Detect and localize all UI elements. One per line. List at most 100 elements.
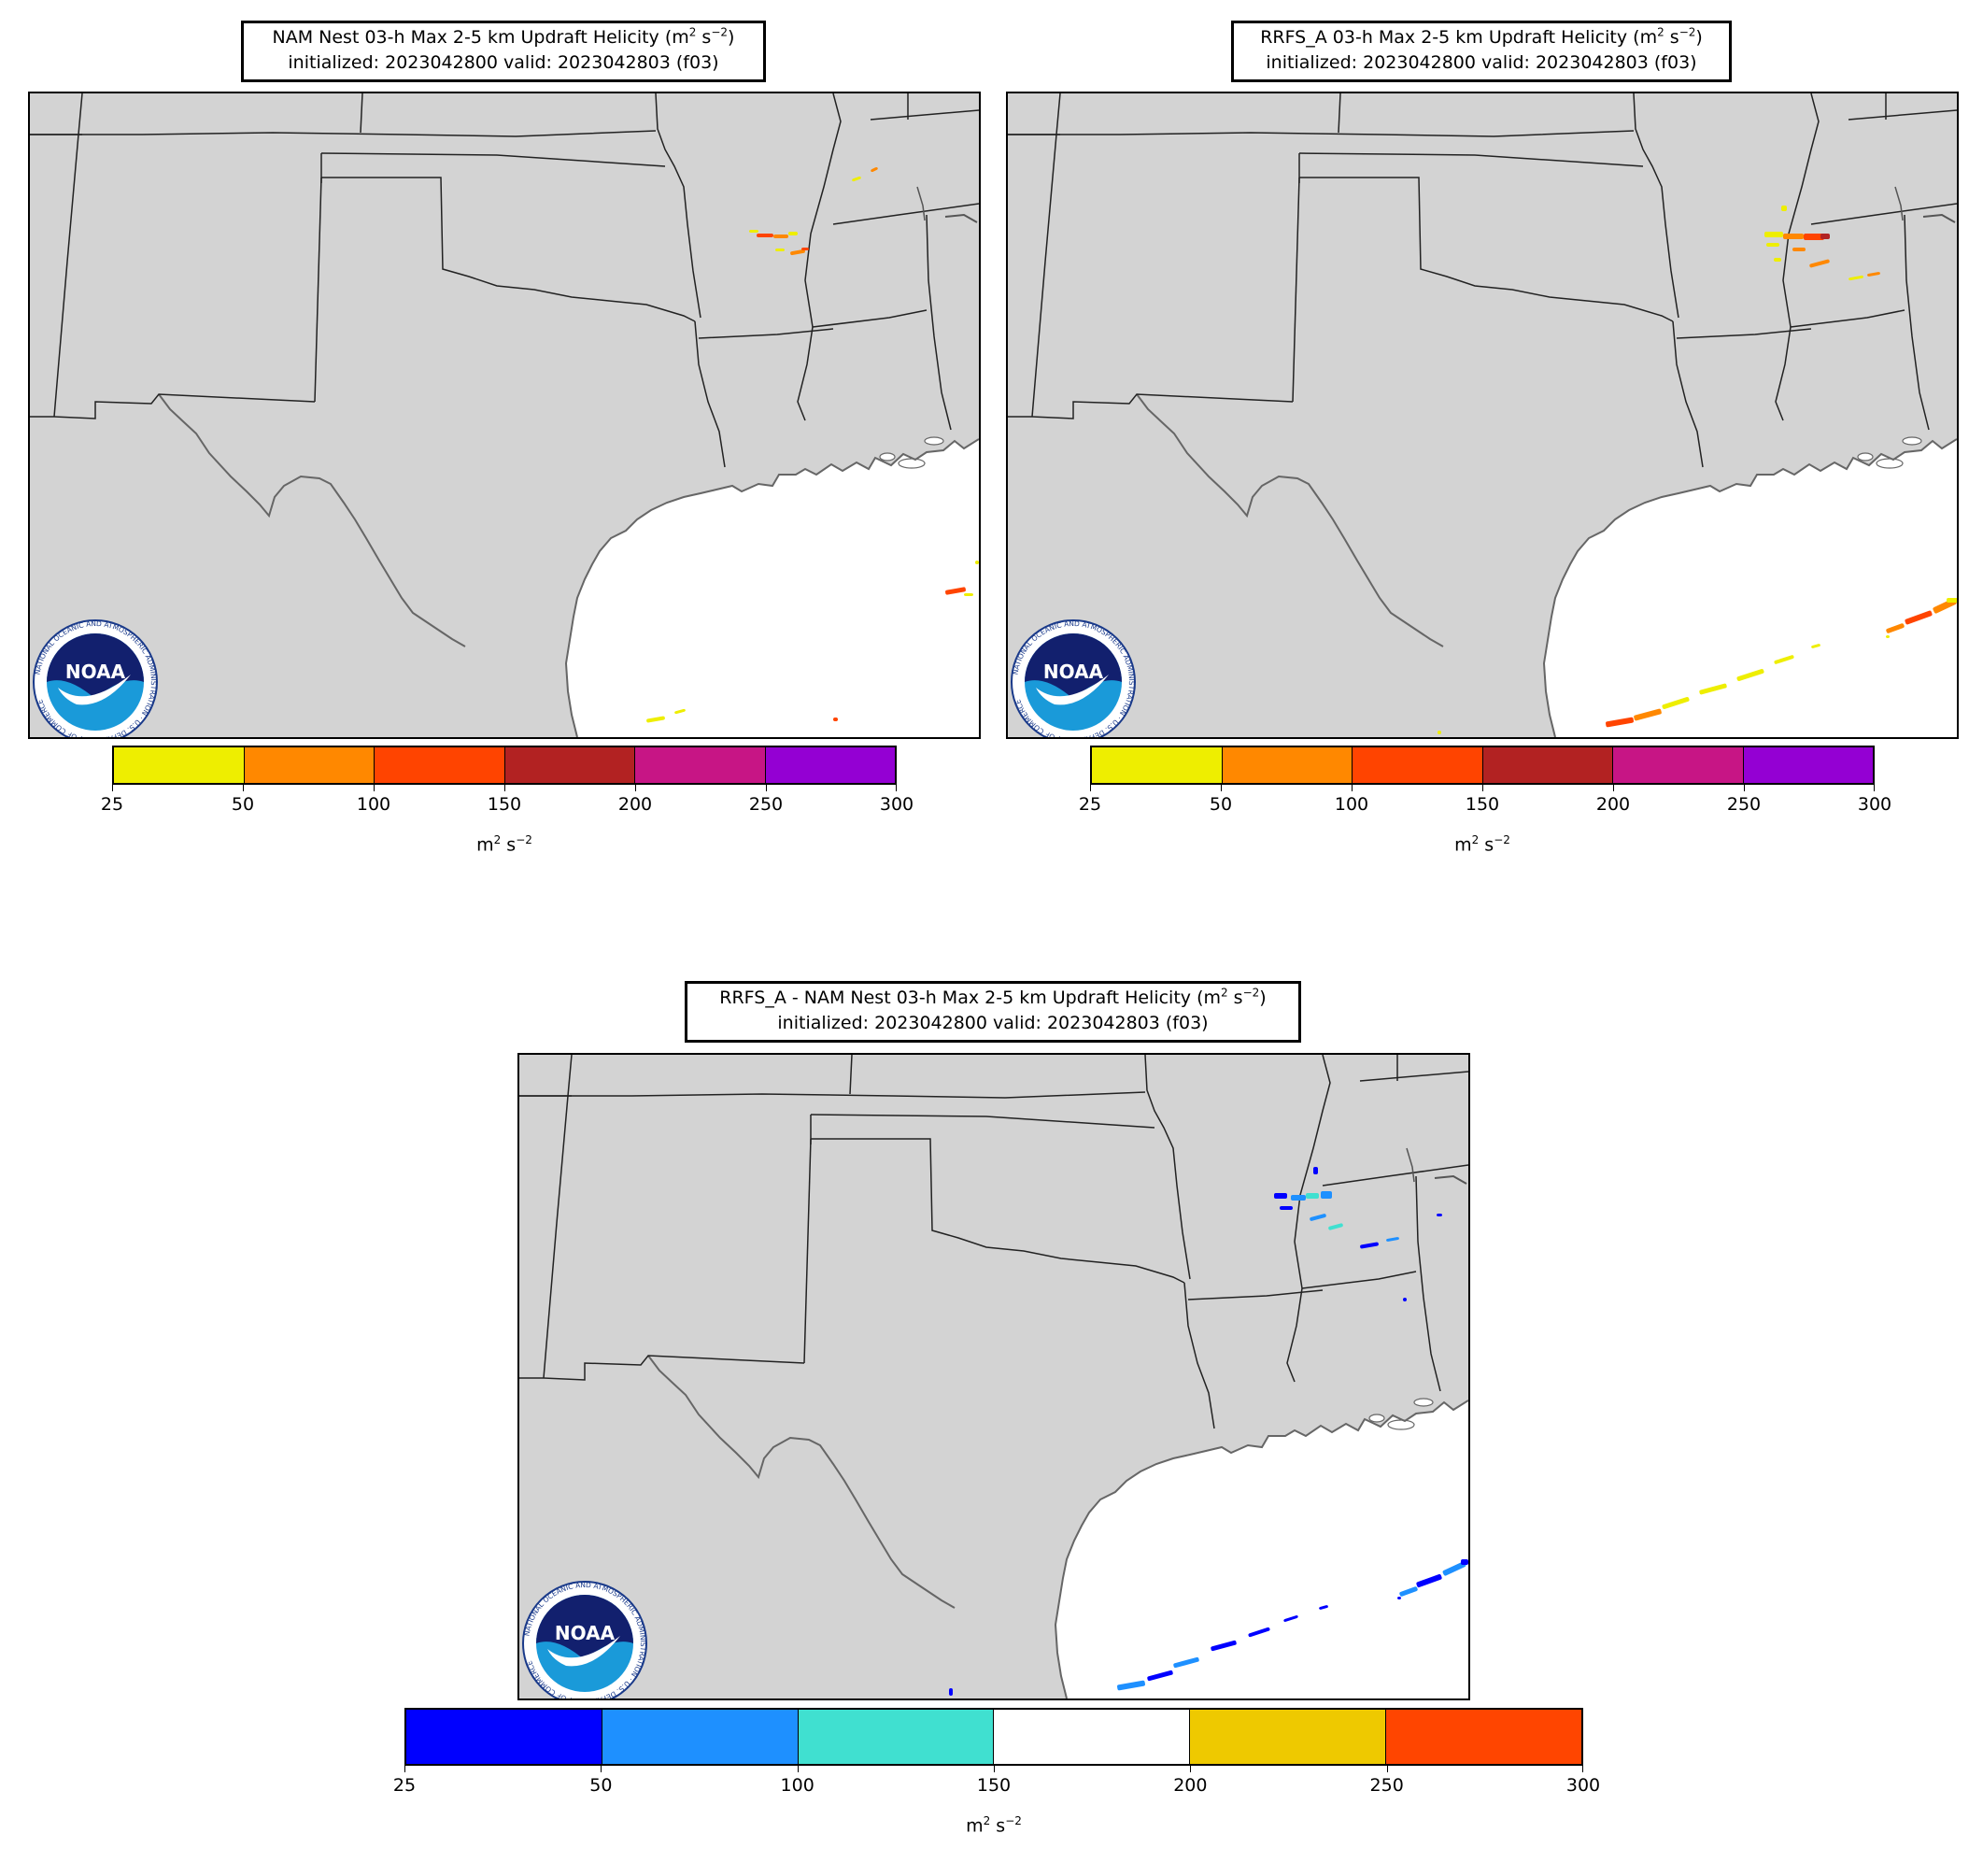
- helicity-swath: [1461, 1559, 1468, 1565]
- colorbar-segment: [1613, 747, 1744, 783]
- helicity-swath: [749, 230, 758, 233]
- colorbar-tickmark: [1874, 785, 1875, 791]
- colorbar-tick-label: 300: [879, 794, 914, 815]
- coastline: [564, 438, 979, 737]
- state-border: [543, 1055, 573, 1379]
- helicity-swath: [1766, 243, 1779, 247]
- colorbar-units-label: m2 s−2: [1454, 833, 1510, 856]
- colorbar-segment: [504, 747, 635, 783]
- state-border: [926, 214, 952, 431]
- helicity-swath: [1804, 234, 1824, 240]
- colorbar-segment: [1482, 747, 1613, 783]
- colorbar-units-label: m2 s−2: [476, 833, 532, 856]
- panel2-title-line1: RRFS_A 03-h Max 2-5 km Updraft Helicity …: [1260, 27, 1658, 48]
- lake: [1922, 213, 1956, 223]
- colorbar-segment: [1743, 747, 1873, 783]
- lake: [879, 452, 896, 462]
- panel1-title-line2: initialized: 2023042800 valid: 202304280…: [288, 52, 719, 73]
- state-border: [1672, 320, 1704, 468]
- lake: [1368, 1414, 1385, 1423]
- helicity-swath: [945, 587, 966, 595]
- helicity-swath: [1634, 708, 1662, 721]
- colorbar-units-label: m2 s−2: [966, 1814, 1022, 1837]
- state-border: [320, 152, 666, 167]
- colorbar-tickmark: [1386, 1766, 1388, 1772]
- panel3-title: RRFS_A - NAM Nest 03-h Max 2-5 km Updraf…: [685, 981, 1301, 1043]
- state-border: [1359, 1071, 1468, 1082]
- helicity-swath: [1820, 234, 1830, 239]
- state-border: [1144, 1055, 1191, 1280]
- helicity-swath: [964, 593, 973, 596]
- colorbar-tickmark: [1482, 785, 1483, 791]
- state-border: [519, 1091, 1146, 1099]
- helicity-swath: [1764, 232, 1783, 237]
- land: [519, 1055, 1468, 1698]
- noaa-logo-text: NOAA: [65, 661, 126, 683]
- noaa-logo-text: NOAA: [555, 1622, 616, 1644]
- lake: [898, 458, 926, 469]
- state-border: [360, 93, 363, 134]
- helicity-swath: [1947, 598, 1957, 603]
- state-border: [810, 1114, 1155, 1129]
- helicity-swath: [1442, 1561, 1466, 1576]
- colorbar-segment: [375, 747, 505, 783]
- colorbar-tick-label: 250: [1369, 1775, 1404, 1796]
- colorbar-tickmark: [374, 785, 375, 791]
- lake: [944, 213, 978, 223]
- colorbar-segment: [1190, 1710, 1387, 1764]
- colorbar-tick-label: 50: [1209, 794, 1233, 815]
- state-border: [30, 130, 657, 137]
- colorbar-segment: [798, 1710, 995, 1764]
- colorbar-tick-label: 200: [1595, 794, 1631, 815]
- colorbar-tickmark: [243, 785, 244, 791]
- colorbar-tick-label: 25: [392, 1775, 417, 1796]
- lake: [1387, 1419, 1415, 1430]
- helicity-swath: [790, 249, 805, 256]
- helicity-swath: [1606, 717, 1634, 728]
- state-border: [1904, 214, 1930, 431]
- colorbar-segment: [635, 747, 766, 783]
- helicity-swath: [788, 232, 798, 235]
- colorbar-tick-label: 250: [748, 794, 784, 815]
- colorbar-tickmark: [1190, 1766, 1192, 1772]
- colorbar-tick-label: 25: [1078, 794, 1102, 815]
- state-border: [1183, 1282, 1215, 1429]
- colorbar-segment: [1222, 747, 1353, 783]
- state-border: [519, 1355, 805, 1381]
- lake: [1876, 458, 1904, 469]
- colorbar-tickmark: [1744, 785, 1745, 791]
- colorbar-tickmark: [1090, 785, 1091, 791]
- colorbar-segment: [244, 747, 375, 783]
- colorbar-bar: [1090, 746, 1875, 785]
- state-border: [832, 203, 979, 225]
- colorbar-tickmark: [1221, 785, 1222, 791]
- helicity-swath: [1211, 1640, 1237, 1652]
- panel3-colorbar: 25 50 100 150 200 250 300 m2 s−2: [393, 1708, 1600, 1848]
- helicity-swath: [1416, 1573, 1442, 1588]
- helicity-swath: [1774, 655, 1794, 664]
- lake: [1857, 452, 1874, 462]
- lake: [916, 186, 926, 221]
- state-border: [849, 1055, 853, 1095]
- colorbar-tick-label: 300: [1857, 794, 1892, 815]
- helicity-swath: [1248, 1627, 1270, 1638]
- colorbar-tick-label: 150: [1465, 794, 1500, 815]
- helicity-swath: [1147, 1670, 1173, 1682]
- panel1-map: NOAA NATIONAL OCEANIC AND ATMOSPHERIC ADM…: [28, 92, 981, 739]
- state-border: [1848, 109, 1957, 121]
- colorbar-segment: [1092, 747, 1223, 783]
- lake: [1894, 186, 1904, 221]
- colorbar-tick-label: 300: [1565, 1775, 1601, 1796]
- land: [30, 93, 979, 737]
- state-border: [1301, 1271, 1417, 1289]
- helicity-swath: [1848, 275, 1863, 281]
- colorbar-segment: [1386, 1710, 1581, 1764]
- helicity-swath: [1283, 1615, 1298, 1622]
- state-border: [1322, 1164, 1468, 1187]
- helicity-swath: [1736, 669, 1764, 681]
- helicity-swath: [1328, 1223, 1343, 1230]
- helicity-swath: [1310, 1214, 1326, 1221]
- helicity-swath: [773, 234, 788, 238]
